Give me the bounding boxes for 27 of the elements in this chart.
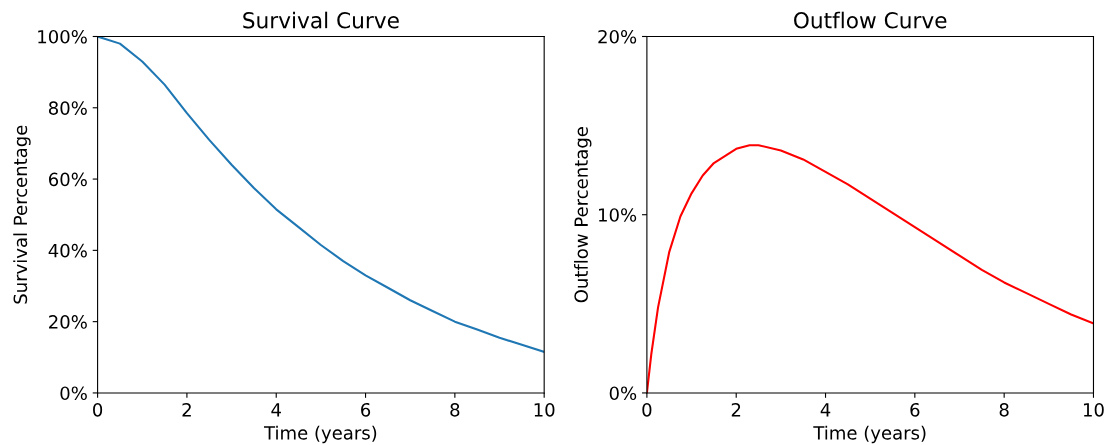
chart-title: Outflow Curve bbox=[794, 11, 947, 29]
x-axis-title: Time (years) bbox=[263, 425, 377, 444]
x-tick-label: 6 bbox=[361, 402, 371, 417]
y-tick-label: 20% bbox=[49, 315, 87, 329]
y-tick-label: 0% bbox=[60, 386, 87, 401]
x-tick-label: 6 bbox=[910, 402, 920, 417]
y-axis-title: Outflow Percentage bbox=[574, 127, 592, 303]
y-tick-label: 100% bbox=[38, 29, 87, 44]
y-tick-label: 60% bbox=[49, 172, 87, 187]
x-tick-label: 4 bbox=[271, 403, 281, 417]
x-tick-label: 0 bbox=[642, 402, 652, 417]
chart-title: Survival Curve bbox=[243, 11, 399, 29]
x-tick-label: 4 bbox=[820, 403, 831, 417]
x-tick-label: 10 bbox=[534, 402, 555, 417]
x-tick-label: 8 bbox=[999, 402, 1009, 417]
x-axis-title: Time (years) bbox=[813, 425, 926, 444]
y-tick-label: 10% bbox=[599, 208, 637, 222]
x-tick-label: 10 bbox=[1083, 402, 1104, 417]
x-tick-label: 2 bbox=[731, 402, 741, 417]
x-tick-label: 8 bbox=[450, 402, 460, 417]
y-tick-label: 40% bbox=[48, 243, 87, 258]
x-tick-label: 2 bbox=[182, 402, 191, 417]
x-tick-label: 0 bbox=[93, 402, 103, 417]
y-tick-label: 20% bbox=[598, 29, 637, 44]
y-axis-title: Survival Percentage bbox=[13, 125, 31, 304]
y-tick-label: 80% bbox=[48, 101, 87, 115]
y-tick-label: 0% bbox=[609, 386, 637, 401]
